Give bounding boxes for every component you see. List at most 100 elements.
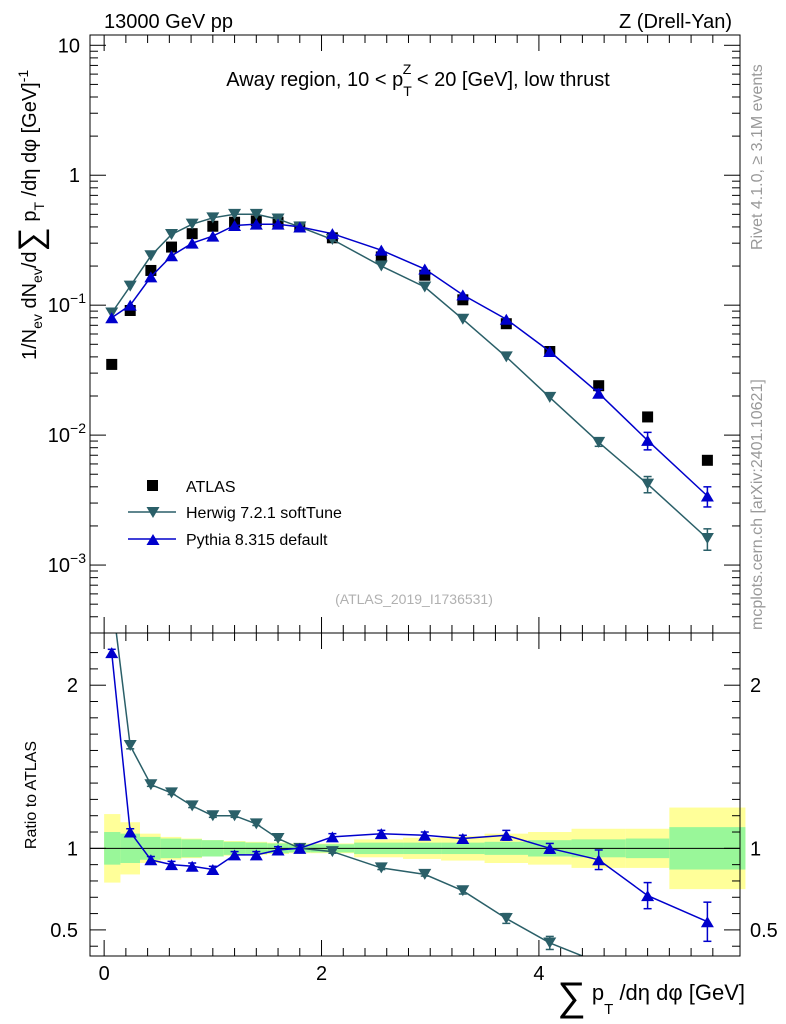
main-point-pythia bbox=[271, 218, 285, 230]
main-point-atlas bbox=[701, 454, 713, 466]
main-point-pythia bbox=[592, 387, 606, 399]
main-point-herwig bbox=[228, 208, 242, 220]
ratio-point-pythia bbox=[206, 864, 220, 876]
ratio-line-pythia bbox=[110, 652, 708, 923]
x-tick-label: 4 bbox=[533, 963, 544, 985]
ratio-point-pythia bbox=[543, 842, 557, 854]
legend-entry-atlas: ATLAS bbox=[147, 479, 236, 496]
main-point-pythia bbox=[165, 250, 179, 262]
ratio-point-pythia bbox=[123, 826, 137, 838]
main-y-tick-label: 1 bbox=[69, 165, 80, 187]
legend-marker-atlas bbox=[147, 480, 158, 491]
ratio-point-pythia bbox=[165, 859, 179, 871]
main-y-tick-label: 10 bbox=[58, 35, 80, 57]
main-point-herwig bbox=[641, 478, 655, 490]
main-point-herwig bbox=[249, 208, 263, 220]
legend-marker-herwig bbox=[146, 507, 160, 518]
legend: ATLAS Herwig 7.2.1 softTune Pythia 8.315… bbox=[128, 479, 342, 549]
main-point-pythia bbox=[228, 220, 242, 232]
main-y-tick-label: 10−3 bbox=[48, 550, 86, 577]
chart-title: Away region, 10 < pTZ < 20 [GeV], low th… bbox=[226, 61, 610, 99]
ratio-point-herwig bbox=[374, 862, 388, 874]
main-line-pythia bbox=[111, 223, 708, 497]
main-point-atlas bbox=[375, 251, 387, 263]
main-point-herwig bbox=[374, 260, 388, 272]
main-point-atlas bbox=[419, 269, 431, 281]
x-tick-label: 2 bbox=[316, 963, 327, 985]
ratio-point-herwig bbox=[418, 868, 432, 880]
legend-label-pythia: Pythia 8.315 default bbox=[186, 532, 328, 549]
ratio-point-pythia bbox=[325, 831, 339, 843]
ratio-point-pythia bbox=[499, 829, 513, 841]
legend-entry-pythia: Pythia 8.315 default bbox=[128, 532, 328, 549]
legend-label-atlas: ATLAS bbox=[186, 479, 236, 496]
ratio-y-tick-label-left: 0.5 bbox=[50, 920, 78, 942]
ratio-point-pythia bbox=[228, 849, 242, 861]
ratio-point-pythia bbox=[418, 829, 432, 841]
main-point-pythia bbox=[249, 218, 263, 230]
ratio-point-pythia bbox=[456, 833, 470, 845]
main-point-pythia bbox=[185, 237, 199, 249]
legend-label-herwig: Herwig 7.2.1 softTune bbox=[186, 505, 342, 522]
ratio-y-axis-label: Ratio to ATLAS bbox=[23, 741, 40, 849]
mcplots-reference-label: mcplots.cern.ch [arXiv:2401.10621] bbox=[749, 379, 766, 630]
x-axis-label: ∑ pT /dη dφ [GeV] bbox=[557, 975, 745, 1019]
main-point-pythia bbox=[144, 271, 158, 283]
main-point-herwig bbox=[543, 391, 557, 403]
main-point-herwig bbox=[123, 280, 137, 292]
main-point-herwig bbox=[499, 351, 513, 363]
ratio-y-tick-label-left: 2 bbox=[67, 675, 78, 697]
main-point-herwig bbox=[418, 281, 432, 293]
header-process-label: Z (Drell-Yan) bbox=[619, 11, 732, 33]
ratio-point-pythia bbox=[105, 647, 119, 659]
ratio-point-pythia bbox=[144, 854, 158, 866]
main-point-herwig bbox=[592, 436, 606, 448]
main-point-pythia bbox=[374, 244, 388, 256]
ratio-point-pythia bbox=[185, 860, 199, 872]
legend-marker-pythia bbox=[146, 534, 160, 545]
ratio-point-pythia bbox=[592, 854, 606, 866]
ratio-point-herwig bbox=[228, 810, 242, 822]
ratio-point-herwig bbox=[271, 833, 285, 845]
main-point-atlas bbox=[106, 358, 118, 370]
ratio-y-tick-label-left: 1 bbox=[67, 838, 78, 860]
rivet-version-label: Rivet 4.1.0, ≥ 3.1M events bbox=[749, 64, 766, 250]
main-point-pythia bbox=[700, 490, 714, 502]
main-point-pythia bbox=[206, 230, 220, 242]
main-point-atlas bbox=[166, 241, 178, 253]
main-y-tick-label: 10−2 bbox=[48, 420, 86, 447]
ratio-point-herwig bbox=[325, 846, 339, 858]
ratio-point-herwig bbox=[123, 740, 137, 752]
main-point-atlas bbox=[145, 264, 157, 276]
ratio-point-herwig bbox=[249, 818, 263, 830]
legend-entry-herwig: Herwig 7.2.1 softTune bbox=[128, 505, 342, 522]
main-point-herwig bbox=[206, 212, 220, 224]
ratio-point-herwig bbox=[499, 912, 513, 924]
main-point-herwig bbox=[700, 533, 714, 545]
main-point-pythia bbox=[543, 346, 557, 358]
ratio-y-tick-label-right: 2 bbox=[750, 675, 761, 697]
main-point-pythia bbox=[456, 289, 470, 301]
main-point-pythia bbox=[325, 228, 339, 240]
ratio-panel-frame bbox=[89, 632, 741, 957]
ratio-point-pythia bbox=[641, 890, 655, 902]
main-point-herwig bbox=[185, 218, 199, 230]
ratio-point-pythia bbox=[293, 842, 307, 854]
main-point-atlas bbox=[207, 220, 219, 232]
ratio-point-herwig bbox=[165, 787, 179, 799]
ratio-point-herwig bbox=[185, 800, 199, 812]
main-point-atlas bbox=[186, 228, 198, 240]
main-point-atlas bbox=[593, 380, 605, 392]
analysis-id-label: (ATLAS_2019_I1736531) bbox=[335, 591, 493, 607]
main-point-herwig bbox=[456, 313, 470, 325]
ratio-line-herwig bbox=[115, 633, 585, 956]
ratio-y-tick-label-right: 1 bbox=[750, 838, 761, 860]
ratio-point-herwig bbox=[543, 937, 557, 949]
main-point-herwig bbox=[144, 250, 158, 262]
ratio-point-pythia bbox=[249, 849, 263, 861]
ratio-point-pythia bbox=[271, 844, 285, 856]
ratio-point-herwig bbox=[144, 779, 158, 791]
header-beam-label: 13000 GeV pp bbox=[104, 11, 233, 33]
main-point-pythia bbox=[499, 313, 513, 325]
ratio-y-tick-label-right: 0.5 bbox=[750, 920, 778, 942]
